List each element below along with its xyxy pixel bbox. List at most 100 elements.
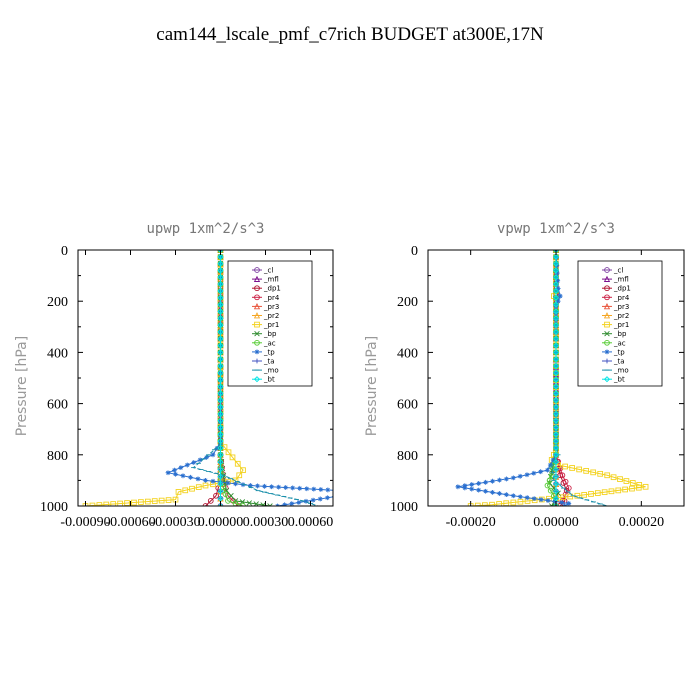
y-tick-label: 400: [397, 346, 418, 361]
legend-entry: _mo: [252, 367, 279, 375]
series-point: [217, 301, 224, 308]
series-point: [590, 469, 597, 476]
series-point: [225, 480, 231, 486]
legend-label: _bt: [263, 376, 275, 384]
legend-marker: [254, 267, 260, 273]
series-point: [217, 260, 224, 267]
series-point: [552, 274, 560, 281]
series-point: [347, 489, 352, 494]
legend-label: _mo: [263, 367, 279, 375]
series-point: [538, 497, 544, 502]
series-point: [629, 485, 635, 492]
legend-entry: _dp1: [252, 285, 281, 293]
legend-label: _pr3: [263, 303, 279, 311]
series-point: [217, 342, 224, 349]
series-point: [217, 410, 224, 417]
series-point: [547, 487, 554, 494]
legend-marker: [604, 358, 610, 364]
series-point: [175, 489, 182, 495]
series-point: [210, 478, 216, 484]
series-point: [476, 481, 482, 486]
series-point: [552, 417, 560, 424]
series-point: [229, 454, 236, 461]
legend-marker: [604, 339, 610, 346]
series-point: [202, 503, 209, 506]
series-point: [246, 500, 253, 506]
series-point: [576, 466, 583, 473]
series-point: [552, 294, 560, 301]
series-point: [217, 267, 224, 274]
series-point: [604, 472, 611, 479]
plot-series-group: [82, 250, 352, 506]
series-point: [138, 499, 144, 505]
series-point: [601, 489, 608, 496]
series-point: [217, 281, 224, 288]
series-point: [531, 470, 537, 476]
series-point: [617, 476, 623, 482]
legend-marker: [254, 330, 260, 337]
legend-entry: _cl: [252, 267, 273, 275]
panel-title: vpwp 1xm^2/s^3: [497, 221, 615, 237]
legend-entry: _mfl: [602, 276, 629, 284]
series-point: [217, 322, 224, 329]
series-point: [455, 484, 461, 490]
legend-entry: _pr3: [602, 303, 629, 311]
series-point: [594, 490, 601, 496]
legend: _cl_mfl_dp1_pr4_pr3_pr2_pr1_bp_ac_tp_ta_…: [227, 260, 313, 387]
series-point: [517, 498, 524, 505]
legend-label: _ac: [613, 339, 626, 347]
series-point: [504, 476, 509, 482]
series-point: [538, 469, 544, 475]
series-point: [489, 501, 495, 506]
legend: _cl_mfl_dp1_pr4_pr3_pr2_pr1_bp_ac_tp_ta_…: [577, 260, 663, 387]
x-tick-label: -0.00030: [150, 515, 200, 530]
legend-entry: _pr2: [602, 312, 629, 320]
series-point: [195, 476, 201, 482]
series-point: [217, 349, 224, 356]
series-point: [217, 315, 224, 322]
series-point: [552, 315, 560, 322]
series-point: [311, 486, 317, 492]
series-point: [622, 486, 628, 493]
series-point: [172, 467, 177, 473]
legend-entry: _pr1: [602, 321, 629, 329]
series-point: [217, 488, 224, 495]
series-point: [562, 478, 569, 485]
series-point: [610, 474, 617, 481]
legend-label: _pr2: [263, 312, 279, 320]
series-point: [555, 278, 561, 284]
series-point: [531, 496, 537, 502]
series-point: [608, 488, 615, 495]
series-point: [552, 335, 560, 342]
series-point: [517, 473, 523, 479]
series-point: [346, 492, 351, 497]
series-point: [552, 267, 560, 274]
legend-box: [227, 260, 313, 387]
legend-marker: [253, 376, 261, 383]
series-point: [197, 457, 203, 463]
series-point: [234, 460, 241, 467]
series-point: [552, 376, 560, 383]
legend-entry: _dp1: [602, 285, 631, 293]
series-point: [562, 463, 568, 470]
y-tick-label: 200: [397, 295, 418, 310]
series-point: [317, 496, 323, 502]
series-point: [552, 481, 560, 488]
series-point: [552, 397, 560, 404]
series-point: [635, 484, 642, 491]
legend-marker: [603, 376, 611, 383]
series-point: [217, 403, 224, 411]
series-point: [552, 390, 560, 397]
legend-marker: [604, 321, 610, 328]
legend-label: _ta: [613, 358, 625, 366]
legend-entry: _pr4: [602, 294, 630, 302]
legend-entry: _ac: [602, 339, 626, 347]
legend-entry: _bt: [252, 376, 275, 384]
series-point: [248, 483, 253, 488]
series-point: [504, 492, 509, 498]
series-point: [178, 465, 184, 470]
legend-marker: [254, 339, 260, 346]
legend-entry: _ac: [252, 339, 276, 347]
legend-label: _mfl: [263, 276, 279, 284]
series-point: [217, 308, 224, 315]
